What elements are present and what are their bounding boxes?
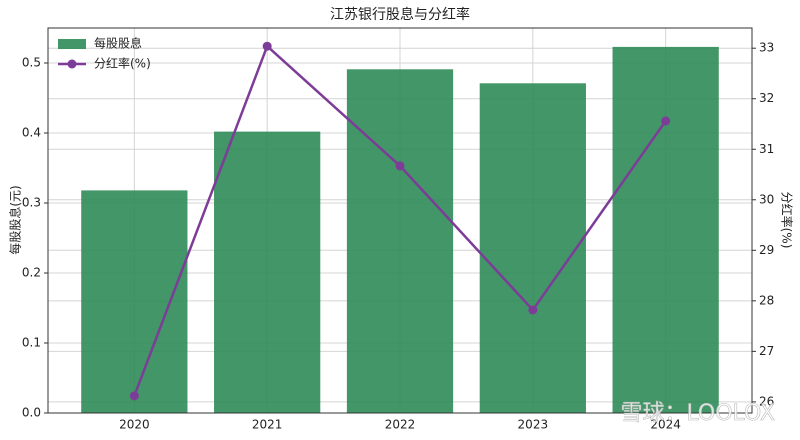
line-point [661, 116, 671, 126]
legend-label: 每股股息 [94, 36, 142, 51]
x-tick-label: 2023 [518, 418, 549, 432]
y2-axis-label: 分红率(%) [780, 192, 795, 249]
plot-frame [47, 27, 753, 414]
line-point [129, 391, 139, 401]
y2-tick-label: 30 [759, 192, 774, 206]
y2-tick-label: 26 [759, 394, 774, 408]
x-tick-label: 2021 [252, 418, 283, 432]
y-axis-label: 每股股息(元) [8, 185, 23, 254]
x-tick-label: 2022 [385, 418, 416, 432]
bar [214, 131, 321, 413]
bar [81, 190, 188, 413]
legend-swatch [58, 39, 86, 49]
line-point [395, 161, 405, 171]
y2-tick-label: 31 [759, 142, 774, 156]
chart-title: 江苏银行股息与分红率 [330, 6, 470, 23]
y-tick-label: 0.5 [22, 56, 41, 70]
watermark: 雪球：LOOLOX [620, 401, 775, 426]
y-tick-label: 0.3 [22, 196, 41, 210]
x-tick-label: 2020 [119, 418, 150, 432]
bar [346, 69, 454, 414]
y-tick-label: 0.4 [22, 126, 41, 140]
y2-tick-label: 28 [759, 293, 774, 307]
legend-label: 分红率(%) [94, 56, 151, 71]
y2-tick-label: 29 [759, 243, 774, 257]
y-tick-label: 0.1 [22, 336, 41, 350]
legend-marker [67, 59, 77, 69]
line-point [528, 305, 538, 315]
y2-tick-label: 32 [759, 91, 774, 105]
x-tick-label: 2024 [650, 418, 681, 432]
bar [479, 83, 586, 414]
y2-tick-label: 33 [759, 41, 774, 55]
bar [612, 46, 719, 414]
y-tick-label: 0.0 [22, 406, 41, 420]
y-tick-label: 0.2 [22, 266, 41, 280]
y2-tick-label: 27 [759, 344, 774, 358]
line-point [262, 41, 272, 51]
